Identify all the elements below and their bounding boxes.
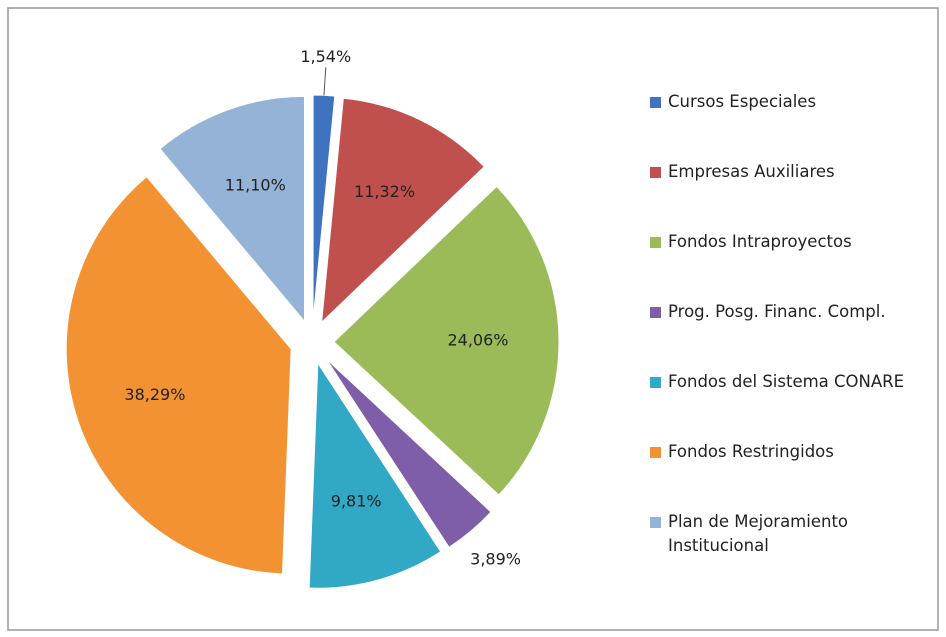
legend-item: Fondos Intraproyectos	[650, 230, 908, 254]
pie-slice	[308, 361, 442, 589]
leader-line	[323, 67, 327, 96]
pie-slice	[325, 358, 492, 549]
legend-label: Fondos Restringidos	[668, 442, 834, 461]
pie-slice	[159, 95, 305, 323]
legend-label: Plan de Mejoramiento Institucional	[668, 512, 849, 555]
legend-label: Prog. Posg. Financ. Compl.	[668, 302, 886, 321]
legend-swatch	[650, 377, 661, 388]
legend-label: Fondos del Sistema CONARE	[668, 372, 905, 391]
pie-slice	[320, 97, 485, 324]
data-label: 38,29%	[124, 385, 185, 404]
pie-slice	[65, 175, 292, 575]
legend-label: Empresas Auxiliares	[668, 162, 835, 181]
legend-swatch	[650, 517, 661, 528]
legend-item: Fondos Restringidos	[650, 440, 908, 464]
legend-item: Plan de Mejoramiento Institucional	[650, 510, 908, 558]
legend-swatch	[650, 167, 661, 178]
legend-item: Cursos Especiales	[650, 90, 908, 114]
data-label: 3,89%	[470, 550, 521, 569]
legend-item: Prog. Posg. Financ. Compl.	[650, 300, 908, 324]
data-label: 24,06%	[447, 330, 508, 349]
legend-item: Fondos del Sistema CONARE	[650, 370, 908, 394]
pie-slice	[333, 185, 560, 496]
legend-item: Empresas Auxiliares	[650, 160, 908, 184]
legend-swatch	[650, 307, 661, 318]
legend-label: Fondos Intraproyectos	[668, 232, 852, 251]
legend-label: Cursos Especiales	[668, 92, 817, 111]
data-label: 11,10%	[225, 175, 286, 194]
data-label: 9,81%	[331, 492, 382, 511]
legend-swatch	[650, 97, 661, 108]
data-label: 1,54%	[300, 47, 351, 66]
legend-swatch	[650, 237, 661, 248]
data-label: 11,32%	[354, 182, 415, 201]
legend-swatch	[650, 447, 661, 458]
